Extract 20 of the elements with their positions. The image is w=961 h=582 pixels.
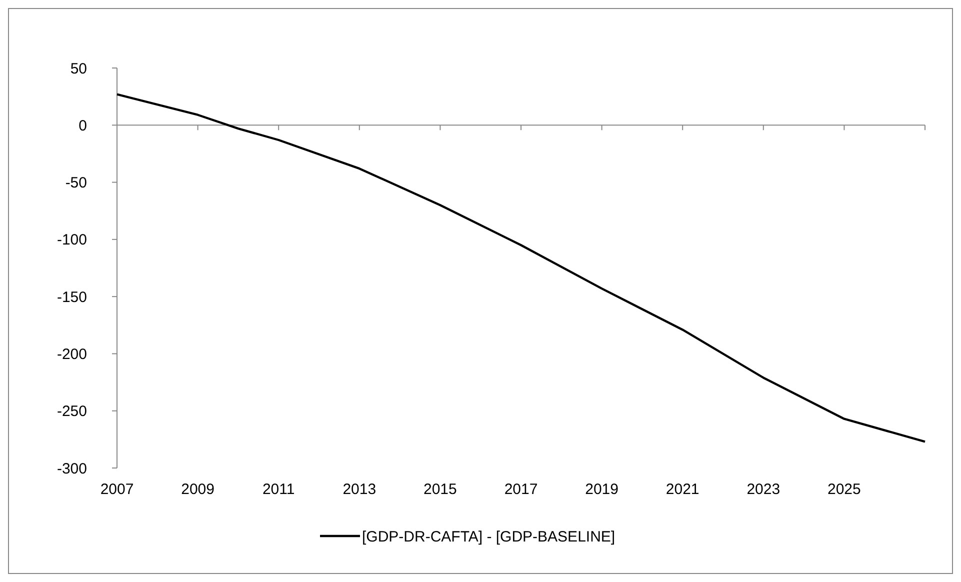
x-tick-label: 2009	[181, 481, 214, 498]
y-tick-label: -200	[56, 346, 87, 363]
y-tick-label: -150	[56, 288, 87, 306]
y-tick-label: -300	[56, 460, 87, 478]
legend-label: [GDP-DR-CAFTA] - [GDP-BASELINE]	[362, 528, 616, 546]
y-tick-label: 0	[78, 117, 87, 134]
x-tick-label: 2011	[262, 481, 295, 498]
x-tick-label: 2017	[504, 481, 538, 498]
x-tick-label: 2015	[424, 481, 457, 498]
x-tick-label: 2013	[342, 481, 376, 498]
line-series	[116, 93, 926, 443]
x-tick-label: 2023	[746, 481, 780, 498]
x-tick-label: 2007	[100, 481, 134, 498]
x-tick-label: 2019	[585, 481, 618, 498]
y-tick-label: -100	[56, 232, 87, 249]
x-tick-label: 2021	[666, 481, 700, 498]
y-tick-label: -50	[65, 174, 87, 192]
x-tick-label: 2025	[828, 481, 861, 498]
y-tick-label: -250	[56, 403, 87, 420]
y-tick-label: 50	[70, 60, 87, 78]
